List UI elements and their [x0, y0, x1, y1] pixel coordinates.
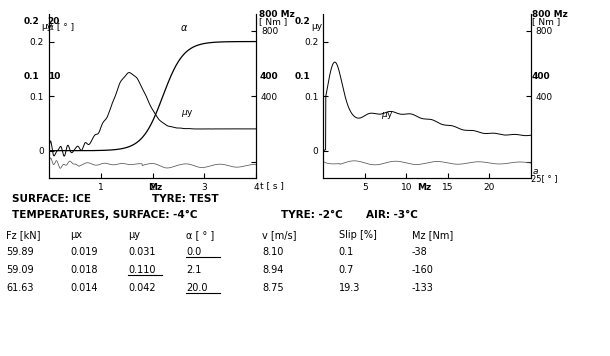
Text: v [m/s]: v [m/s] — [262, 230, 297, 240]
Text: 61.63: 61.63 — [6, 283, 34, 293]
Text: -38: -38 — [412, 247, 428, 257]
Text: 59.09: 59.09 — [6, 265, 34, 275]
Text: $\mu$y: $\mu$y — [381, 110, 394, 121]
Text: 400: 400 — [259, 72, 278, 81]
Text: 20.0: 20.0 — [186, 283, 207, 293]
Text: μy: μy — [128, 230, 140, 240]
Text: 0.042: 0.042 — [128, 283, 156, 293]
Text: 25[ ° ]: 25[ ° ] — [531, 174, 557, 183]
Text: $\mu$y: $\mu$y — [181, 108, 194, 119]
Text: μx: μx — [70, 230, 82, 240]
Text: 10: 10 — [48, 72, 60, 81]
Text: 59.89: 59.89 — [6, 247, 34, 257]
Text: 800 Mz: 800 Mz — [259, 10, 295, 19]
Text: -133: -133 — [412, 283, 434, 293]
Text: 8.10: 8.10 — [262, 247, 284, 257]
Text: TYRE: TEST: TYRE: TEST — [152, 194, 219, 204]
Text: Mz [Nm]: Mz [Nm] — [412, 230, 453, 240]
Text: a: a — [533, 167, 538, 176]
Text: SURFACE: ICE: SURFACE: ICE — [12, 194, 92, 204]
Text: 0.031: 0.031 — [128, 247, 156, 257]
Text: α [ ° ]: α [ ° ] — [48, 22, 74, 31]
Text: 400: 400 — [532, 72, 551, 81]
Text: μy: μy — [41, 22, 52, 31]
Text: Fz [kN]: Fz [kN] — [6, 230, 41, 240]
Text: 0.014: 0.014 — [70, 283, 98, 293]
Text: 0.1: 0.1 — [294, 72, 310, 81]
Text: [ Nm ]: [ Nm ] — [532, 17, 560, 26]
Text: 0.110: 0.110 — [128, 265, 156, 275]
Text: [ Nm ]: [ Nm ] — [259, 17, 287, 26]
Text: AIR: -3°C: AIR: -3°C — [366, 210, 418, 220]
Text: 20: 20 — [48, 17, 60, 26]
Text: TEMPERATURES, SURFACE: -4°C: TEMPERATURES, SURFACE: -4°C — [12, 210, 198, 220]
Text: t [ s ]: t [ s ] — [260, 181, 284, 190]
Text: α [ ° ]: α [ ° ] — [186, 230, 214, 240]
Text: 0.1: 0.1 — [24, 72, 40, 81]
Text: Slip [%]: Slip [%] — [339, 230, 376, 240]
Text: 8.94: 8.94 — [262, 265, 284, 275]
Text: 0.1: 0.1 — [339, 247, 354, 257]
Text: 800 Mz: 800 Mz — [532, 10, 568, 19]
Text: 2.1: 2.1 — [186, 265, 201, 275]
Text: TYRE: -2°C: TYRE: -2°C — [281, 210, 342, 220]
Text: -160: -160 — [412, 265, 434, 275]
Text: 0.2: 0.2 — [24, 17, 40, 26]
Text: 19.3: 19.3 — [339, 283, 360, 293]
Text: $\alpha$: $\alpha$ — [181, 23, 189, 33]
Text: 8.75: 8.75 — [262, 283, 284, 293]
Text: 0.2: 0.2 — [294, 17, 310, 26]
Text: Mz: Mz — [417, 183, 431, 192]
Text: μy: μy — [311, 22, 322, 31]
Text: 0.019: 0.019 — [70, 247, 98, 257]
Text: Mz: Mz — [148, 183, 163, 192]
Text: 0.018: 0.018 — [70, 265, 98, 275]
Text: 0.7: 0.7 — [339, 265, 354, 275]
Text: 0.0: 0.0 — [186, 247, 201, 257]
